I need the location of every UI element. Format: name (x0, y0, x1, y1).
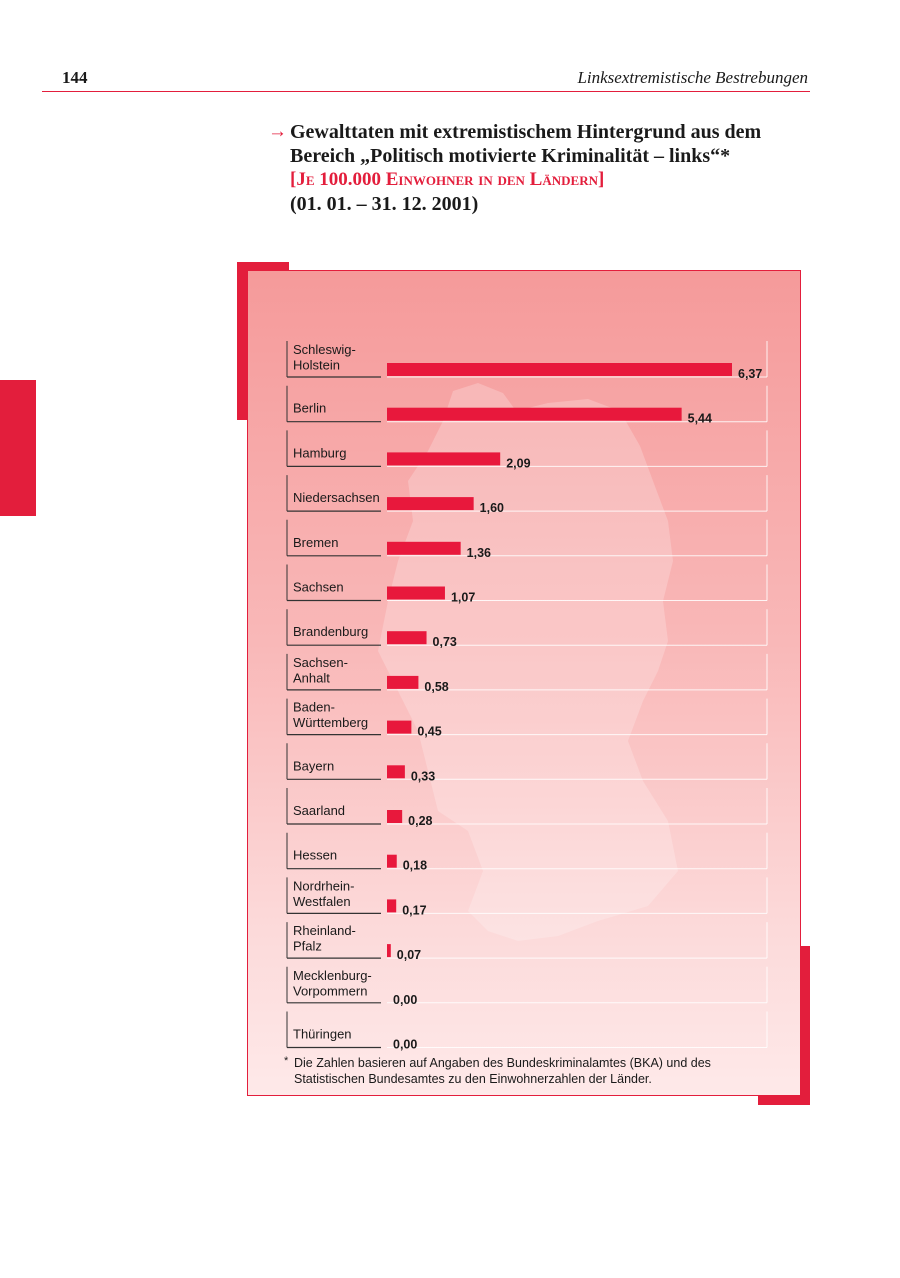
value-label: 0,73 (433, 635, 457, 649)
value-label: 0,45 (417, 725, 441, 739)
category-label: Sachsen- (293, 655, 348, 670)
category-label: Brandenburg (293, 624, 368, 639)
bar (387, 765, 405, 779)
value-label: 0,28 (408, 814, 432, 828)
value-label: 0,07 (397, 948, 421, 962)
figure-subtitle: [Je 100.000 Einwohner in den Ländern] (290, 169, 605, 190)
category-label: Sachsen (293, 580, 344, 595)
bar-chart: Schleswig-Holstein 6,37 Berlin 5,44 Hamburg 2… (286, 341, 768, 1052)
bar (387, 452, 501, 466)
footnote: * Die Zahlen basieren auf Angaben des Bu… (284, 1055, 784, 1087)
value-label: 0,00 (393, 1038, 417, 1052)
value-label: 5,44 (688, 412, 712, 426)
bar (387, 944, 391, 958)
header-rule (42, 91, 810, 92)
value-label: 6,37 (738, 367, 762, 381)
germany-map-silhouette (378, 383, 678, 941)
bar (387, 720, 412, 734)
value-label: 0,18 (403, 859, 427, 873)
bar (387, 407, 682, 421)
bar (387, 586, 445, 600)
category-label: Berlin (293, 401, 326, 416)
category-label: Holstein (293, 358, 340, 373)
category-label: Bremen (293, 535, 339, 550)
category-label: Hamburg (293, 445, 346, 460)
value-label: 1,07 (451, 591, 475, 605)
page-number: 144 (62, 68, 88, 87)
figure-title-block: → Gewalttaten mit extremistischem Hinter… (268, 120, 828, 216)
category-label: Baden- (293, 700, 335, 715)
chart-panel: Schleswig- Holstein 6,37 Berlin 5,44 Hamburg 2… (247, 270, 801, 1096)
category-label: Saarland (293, 803, 345, 818)
category-label: Thüringen (293, 1027, 352, 1042)
category-label: Bayern (293, 758, 334, 773)
bar (387, 899, 397, 913)
category-label: Vorpommern (293, 983, 367, 998)
bar (387, 497, 474, 511)
bar (387, 541, 461, 555)
value-label: 0,33 (411, 769, 435, 783)
bar (387, 363, 732, 376)
category-label: Rheinland- (293, 923, 356, 938)
category-label: Westfalen (293, 894, 351, 909)
value-label: 0,17 (402, 903, 426, 917)
figure-title: Gewalttaten mit extremistischem Hintergr… (290, 121, 762, 167)
category-label: Schleswig- (293, 342, 356, 357)
category-label: Nordrhein- (293, 878, 354, 893)
category-label: Württemberg (293, 715, 368, 730)
side-thumb-tab (0, 380, 36, 516)
category-label: Anhalt (293, 670, 330, 685)
bar (387, 854, 397, 868)
footnote-mark: * (284, 1055, 289, 1067)
value-label: 0,00 (393, 993, 417, 1007)
bar (387, 810, 403, 823)
running-title: Linksextremistische Bestrebungen (577, 68, 808, 87)
value-label: 2,09 (506, 456, 530, 470)
category-label: Pfalz (293, 939, 322, 954)
category-label: Hessen (293, 848, 337, 863)
arrow-right-icon: → (268, 121, 287, 142)
value-label: 0,58 (424, 680, 448, 694)
category-label: Niedersachsen (293, 490, 380, 505)
bar (387, 675, 419, 689)
bar (387, 631, 427, 645)
footnote-text: Die Zahlen basieren auf Angaben des Bund… (294, 1056, 711, 1086)
figure-period: (01. 01. – 31. 12. 2001) (290, 193, 479, 215)
value-label: 1,60 (480, 501, 504, 515)
value-label: 1,36 (467, 546, 491, 560)
category-label: Mecklenburg- (293, 968, 372, 983)
